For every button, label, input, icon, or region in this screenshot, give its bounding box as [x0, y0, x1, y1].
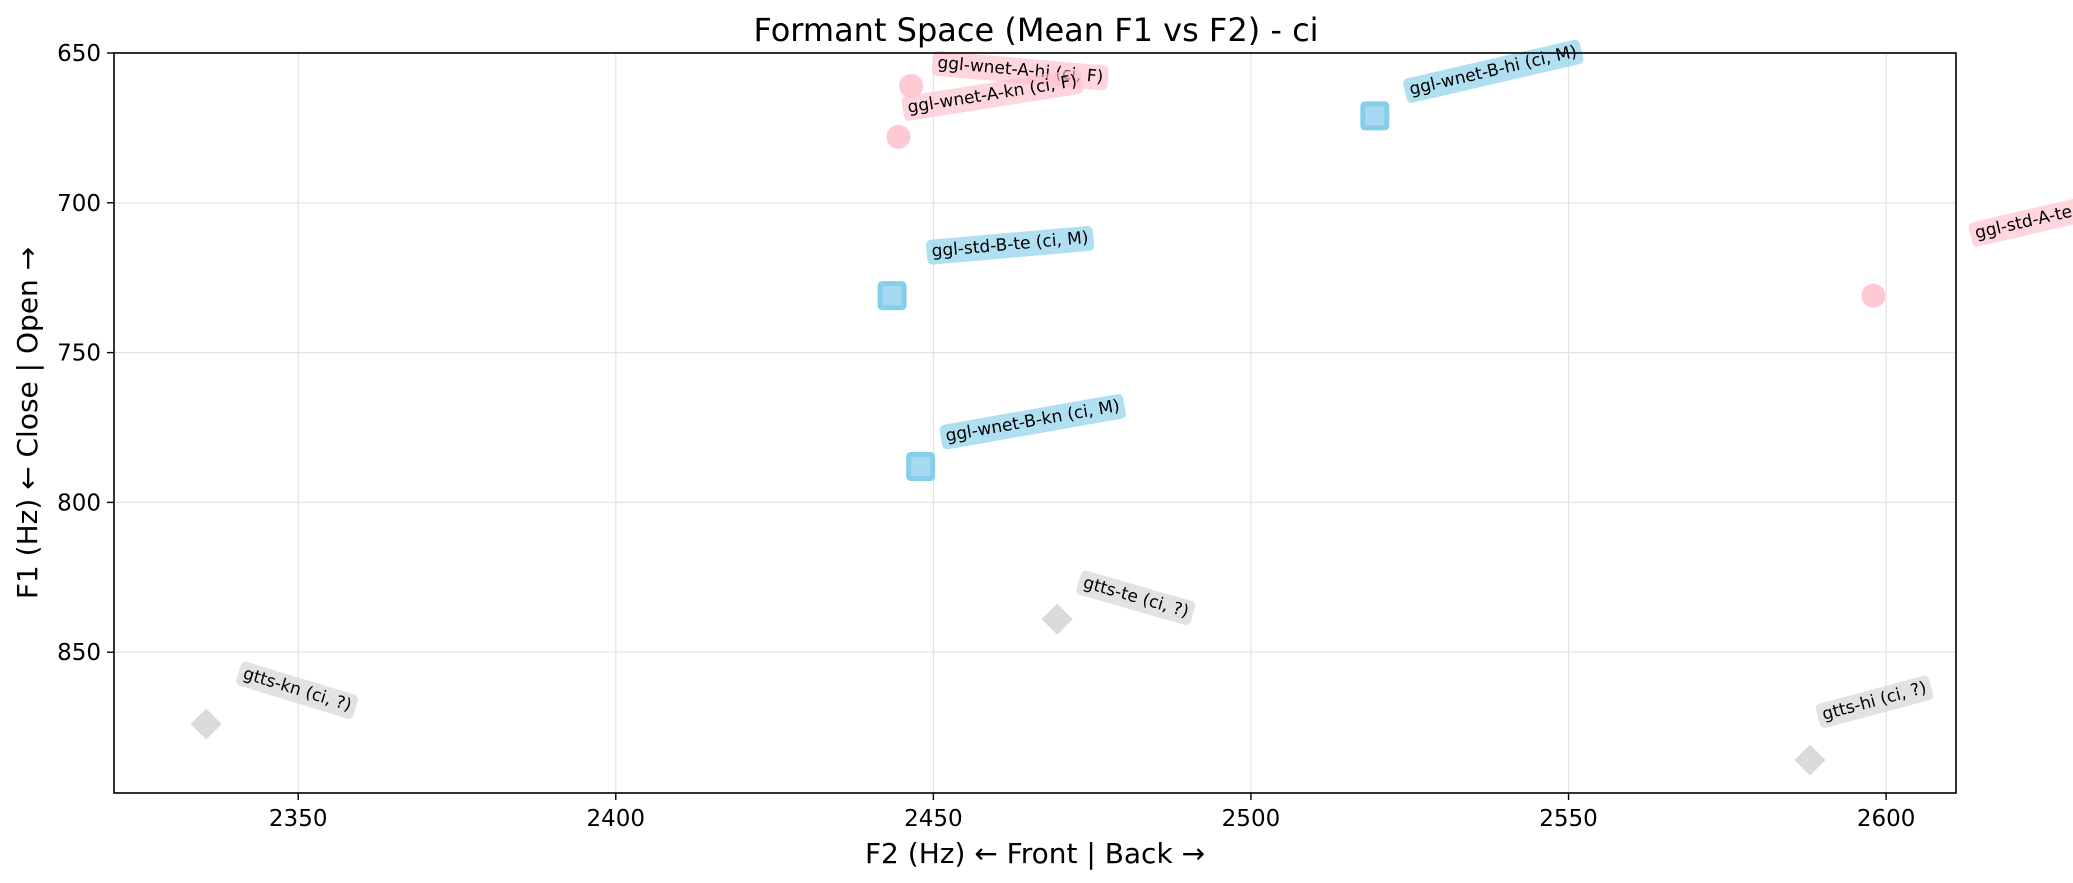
y-tick-label: 750 [57, 341, 101, 367]
y-tick-label: 650 [57, 41, 101, 67]
point-label-box [939, 393, 1126, 450]
point-label-text: ggl-wnet-B-hi (ci, M) [1407, 42, 1578, 100]
data-point [1861, 283, 1886, 308]
point-label: ggl-std-B-te (ci, M) [926, 225, 1095, 265]
point-label: gtts-te (ci, ?) [1076, 570, 1196, 626]
data-point [1041, 603, 1073, 635]
x-tick-label: 2600 [1857, 806, 1916, 832]
plot-frame [113, 52, 1957, 794]
data-point [1360, 101, 1390, 131]
x-tick-label: 2450 [904, 806, 963, 832]
x-tick-label: 2400 [587, 806, 646, 832]
x-tick-label: 2350 [269, 806, 328, 832]
point-label: ggl-wnet-B-hi (ci, M) [1403, 39, 1584, 103]
point-labels-layer: ggl-wnet-A-hi (ci, F)ggl-wnet-A-kn (ci, … [236, 39, 2073, 728]
data-point [1794, 744, 1826, 776]
point-label: ggl-std-A-te (ci, F) [1968, 187, 2073, 247]
data-point [190, 708, 222, 740]
x-tick-label: 2500 [1222, 806, 1281, 832]
point-label-box [926, 225, 1095, 265]
point-label: ggl-wnet-B-kn (ci, M) [939, 393, 1126, 450]
point-label-box [1815, 675, 1934, 728]
point-label-box [236, 661, 359, 719]
point-label-box [1968, 187, 2073, 247]
data-point [899, 73, 924, 98]
y-tick-label: 850 [57, 640, 101, 666]
y-axis-label: F1 (Hz) ← Close | Open → [11, 247, 44, 599]
ticks-layer: 2350 2400 2450 2500 2550 2600 650 700 750 800 850 [57, 41, 1915, 832]
y-tick-label: 700 [57, 191, 101, 217]
point-label: gtts-hi (ci, ?) [1815, 675, 1934, 728]
data-point [906, 451, 936, 481]
point-label-box [1076, 570, 1196, 626]
point-label-box [901, 69, 1084, 121]
data-point [877, 281, 907, 311]
data-point [886, 124, 911, 149]
y-tick-label: 800 [57, 490, 101, 516]
x-axis-label: F2 (Hz) ← Front | Back → [865, 837, 1205, 870]
chart-title: Formant Space (Mean F1 vs F2) - ci [753, 11, 1318, 49]
x-tick-label: 2550 [1539, 806, 1598, 832]
point-label-text: gtts-hi (ci, ?) [1820, 678, 1929, 725]
point-label: gtts-kn (ci, ?) [236, 661, 359, 719]
point-label-box [1403, 39, 1584, 103]
